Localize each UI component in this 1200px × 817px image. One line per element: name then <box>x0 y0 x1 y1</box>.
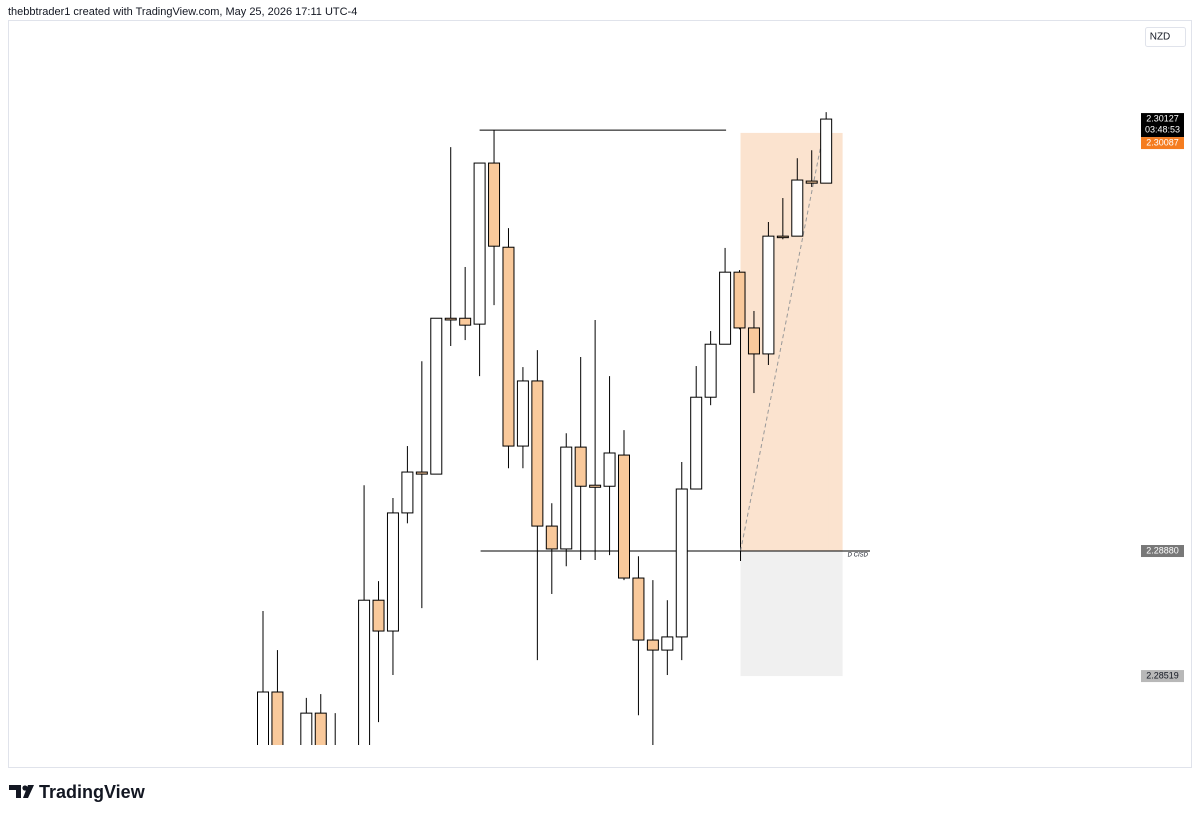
brand-logo: TradingView <box>9 782 146 802</box>
brand: TradingView <box>39 782 146 802</box>
candle-body <box>401 471 414 514</box>
candle-body <box>747 327 760 355</box>
candle-body <box>473 162 486 325</box>
currency: NZD <box>1150 32 1171 43</box>
candle-body <box>776 235 789 239</box>
candle-body <box>257 691 269 745</box>
candle-body <box>358 599 371 745</box>
candle-body <box>661 636 674 651</box>
entry-label: 2.28880 <box>1146 545 1179 555</box>
candle-body <box>314 712 327 745</box>
candle-body <box>820 118 833 184</box>
candle-body <box>618 454 630 579</box>
candle-body <box>574 446 587 487</box>
stop-label: 2.28519 <box>1146 670 1179 680</box>
candle-body <box>415 471 428 475</box>
trade-path <box>740 118 827 552</box>
candle-body <box>675 488 688 638</box>
candle-body <box>488 162 501 247</box>
candle-body <box>300 712 313 745</box>
stop-tag <box>1141 670 1184 683</box>
candle-body <box>646 639 659 651</box>
candle-body <box>719 271 732 345</box>
candle-body <box>545 525 558 550</box>
target-label: 2.30087 <box>1146 137 1179 147</box>
candle-body <box>516 380 529 447</box>
candle-body <box>430 317 443 475</box>
candle-body <box>560 446 573 550</box>
logo-dot <box>22 785 28 791</box>
candle-body <box>704 343 717 398</box>
last-price-label: 2.30127 <box>1146 113 1179 123</box>
chart-frame <box>8 20 1192 768</box>
candle-body <box>386 512 399 632</box>
logo-mark <box>9 785 21 798</box>
candle-body <box>690 396 703 490</box>
cisd-label: D CISD <box>848 553 869 559</box>
entry-tag <box>1141 545 1184 558</box>
candle-body <box>603 452 616 487</box>
candle-body <box>330 752 341 760</box>
candle-body <box>589 484 602 488</box>
candle-body <box>733 271 746 329</box>
logo-slash <box>23 785 34 798</box>
loss-zone <box>740 551 843 677</box>
candle-body <box>762 235 775 355</box>
candle-body <box>444 317 457 321</box>
candle-body <box>271 691 284 745</box>
countdown: 03:48:53 <box>1145 124 1180 134</box>
candle-body <box>805 180 818 184</box>
currency-box <box>1145 27 1186 47</box>
candle-body <box>632 577 645 641</box>
header: thebbtrader1 created with TradingView.co… <box>8 6 357 18</box>
candle-body <box>459 317 472 326</box>
target-tag <box>1141 137 1184 150</box>
plot-area: D CISD <box>257 112 870 765</box>
last-price-tag <box>1141 113 1184 138</box>
candle-body <box>344 755 355 765</box>
candle-body <box>791 179 804 237</box>
candle-body <box>502 246 515 447</box>
candle-body <box>286 755 297 765</box>
candle-body <box>372 599 385 632</box>
candle-body <box>531 380 544 527</box>
